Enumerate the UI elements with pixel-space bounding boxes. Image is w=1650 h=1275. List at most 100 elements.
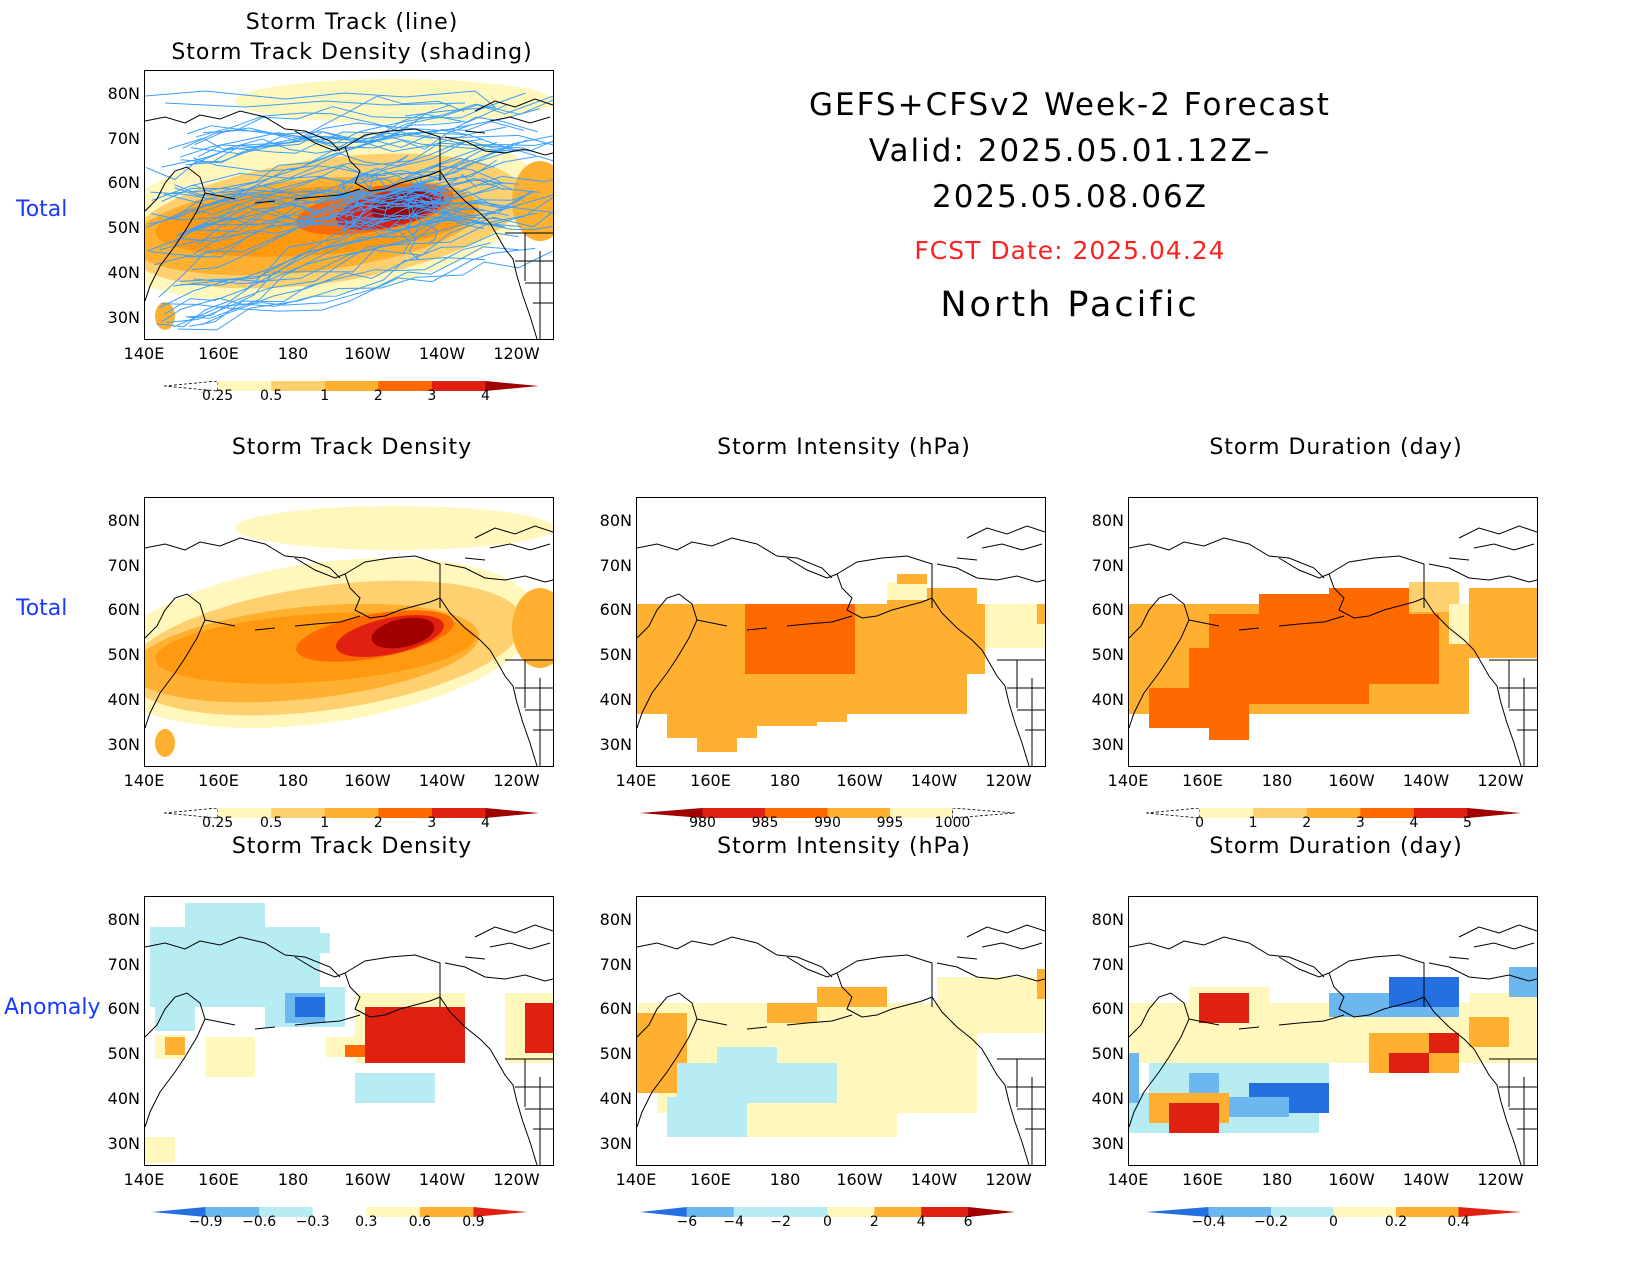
lon-label: 180 [1261,771,1293,790]
row-label-anomaly: Anomaly [4,995,101,1020]
lon-label: 140W [1402,1170,1450,1189]
colorbar-label: 0.9 [462,1214,485,1230]
colorbar-label: 995 [876,815,904,831]
lon-label: 160E [198,344,239,363]
lon-label: 140E [123,1170,165,1189]
map-canvas [1129,924,1537,1165]
lat-label: 30N [107,1133,140,1153]
lon-label: 160W [344,1170,391,1189]
lon-label: 140E [615,1170,657,1189]
colorbar-label: 0.3 [355,1214,378,1230]
lat-label: 70N [107,954,140,974]
lon-label: 140E [1107,1170,1149,1189]
colorbar-label: 5 [1462,815,1472,831]
map-area [144,70,554,340]
colorbar-label: 2 [373,388,383,404]
panel-title: Storm Intensity (hPa) [717,435,971,460]
lat-label: 40N [1091,689,1124,709]
colorbar-label: −2 [770,1214,791,1230]
colorbar-label: −4 [723,1214,745,1230]
map-area [1128,497,1538,767]
lat-label: 70N [107,555,140,575]
lat-label: 30N [1091,734,1124,754]
colorbar-label: 1 [320,815,330,831]
lat-label: 40N [107,689,140,709]
colorbar-label: 0.5 [260,815,283,831]
colorbar-label: 2 [373,815,383,831]
lon-label: 140E [615,771,657,790]
lon-label: 160E [198,771,239,790]
lon-label: 140W [418,1170,466,1189]
colorbar-label: −0.4 [1191,1214,1226,1230]
colorbar [640,805,1016,824]
colorbar-label: 4 [480,388,490,404]
colorbar-label: 0.25 [201,815,234,831]
region-name: North Pacific [940,285,1200,325]
colorbar [640,1204,1015,1223]
lat-label: 40N [107,1088,140,1108]
colorbar-label: 3 [427,815,437,831]
lat-label: 50N [599,1044,632,1064]
colorbar-label: −0.6 [242,1214,277,1230]
lat-label: 40N [1091,1088,1124,1108]
lat-label: 40N [107,262,140,282]
colorbar-label: −0.9 [188,1214,223,1230]
lat-label: 30N [107,734,140,754]
lat-label: 80N [107,511,140,530]
colorbar-label: 6 [963,1214,973,1230]
lon-label: 180 [277,1170,309,1189]
map-area [636,896,1046,1166]
lat-label: 80N [107,910,140,929]
intensity-total-panel: Storm Intensity (hPa) 80N 70N 60N 50N 40N 30N 1… [600,435,1064,831]
lat-label: 50N [107,1044,140,1064]
colorbar-label: 0 [1195,815,1205,831]
lat-label: 60N [107,999,140,1019]
lon-label: 160E [1182,1170,1223,1189]
lat-label: 70N [1091,954,1124,974]
colorbar-label: 0.25 [201,388,234,404]
panel-title-line1: Storm Track (line) [245,10,459,35]
colorbar-label: 3 [1355,815,1365,831]
lat-label: 40N [599,1088,632,1108]
lon-label: 140W [418,344,466,363]
map-canvas [145,79,553,339]
colorbar-label: 0 [1329,1214,1338,1230]
lat-label: 40N [599,689,632,709]
lon-label: 140E [123,771,165,790]
lon-label: 160W [344,344,391,363]
panel-title: Storm Track Density [231,834,473,859]
lat-label: 80N [599,910,632,929]
lat-label: 30N [599,734,632,754]
panel-title: Storm Intensity (hPa) [717,834,971,859]
lat-label: 60N [107,173,140,193]
lat-label: 70N [599,555,632,575]
lat-label: 70N [1091,555,1124,575]
map-canvas [145,506,553,766]
forecast-title: GEFS+CFSv2 Week-2 Forecast [809,87,1331,123]
lon-label: 160W [344,771,391,790]
intensity-anomaly-panel: Storm Intensity (hPa) 80N 70N 60N 50N 40N 30N 1… [600,834,1064,1230]
colorbar [152,1204,527,1223]
storm-track-panel: Storm Track (line) Storm Track Density (s… [108,8,572,404]
fcst-date: FCST Date: 2025.04.24 [914,236,1226,265]
map-area [144,896,554,1166]
panel-title: Storm Track (line) Storm Track Density (s… [132,8,572,68]
colorbar [163,805,539,824]
lat-label: 60N [1091,999,1124,1019]
map-canvas [637,924,1045,1165]
row-label-total: Total [16,596,68,621]
duration-total-panel: Storm Duration (day) 80N 70N 60N 50N 40N 30N 14… [1092,435,1556,831]
lat-label: 30N [107,307,140,327]
lon-label: 140W [418,771,466,790]
lat-label: 50N [1091,1044,1124,1064]
lon-label: 180 [277,771,309,790]
lon-label: 160W [836,771,883,790]
lat-label: 80N [1091,511,1124,530]
lon-label: 160E [690,1170,731,1189]
lon-label: 140W [910,771,958,790]
lat-label: 60N [1091,600,1124,620]
lon-label: 160W [1328,771,1375,790]
lon-label: 160E [198,1170,239,1189]
colorbar-label: 0.6 [408,1214,431,1230]
panel-title: Storm Track Density [231,435,473,460]
